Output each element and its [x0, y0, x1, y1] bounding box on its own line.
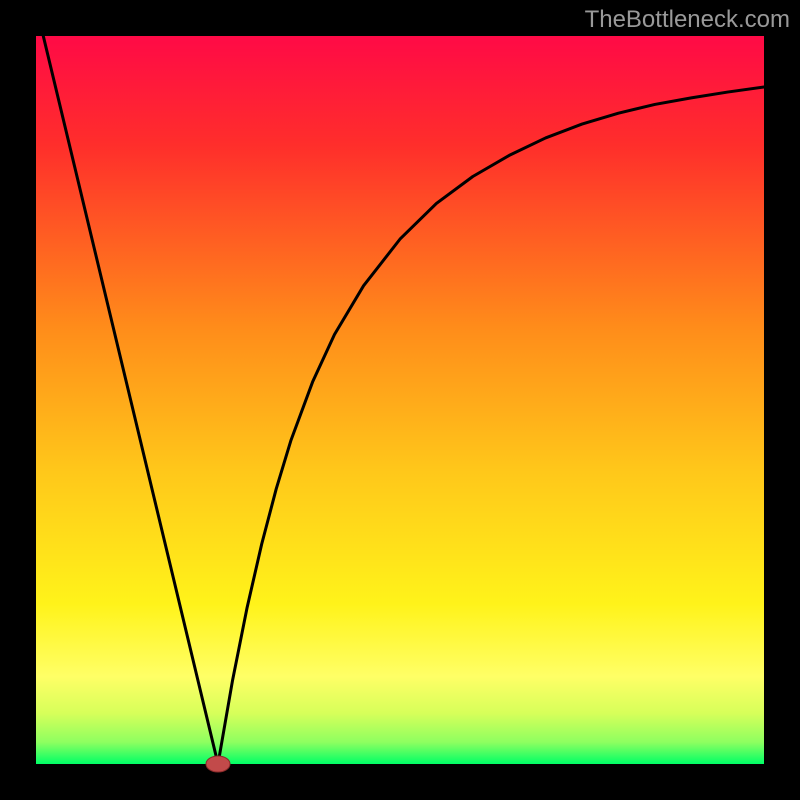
watermark-text: TheBottleneck.com: [585, 6, 790, 34]
bottleneck-chart: [0, 0, 800, 800]
gradient-background: [36, 36, 764, 764]
optimal-marker: [206, 756, 230, 772]
